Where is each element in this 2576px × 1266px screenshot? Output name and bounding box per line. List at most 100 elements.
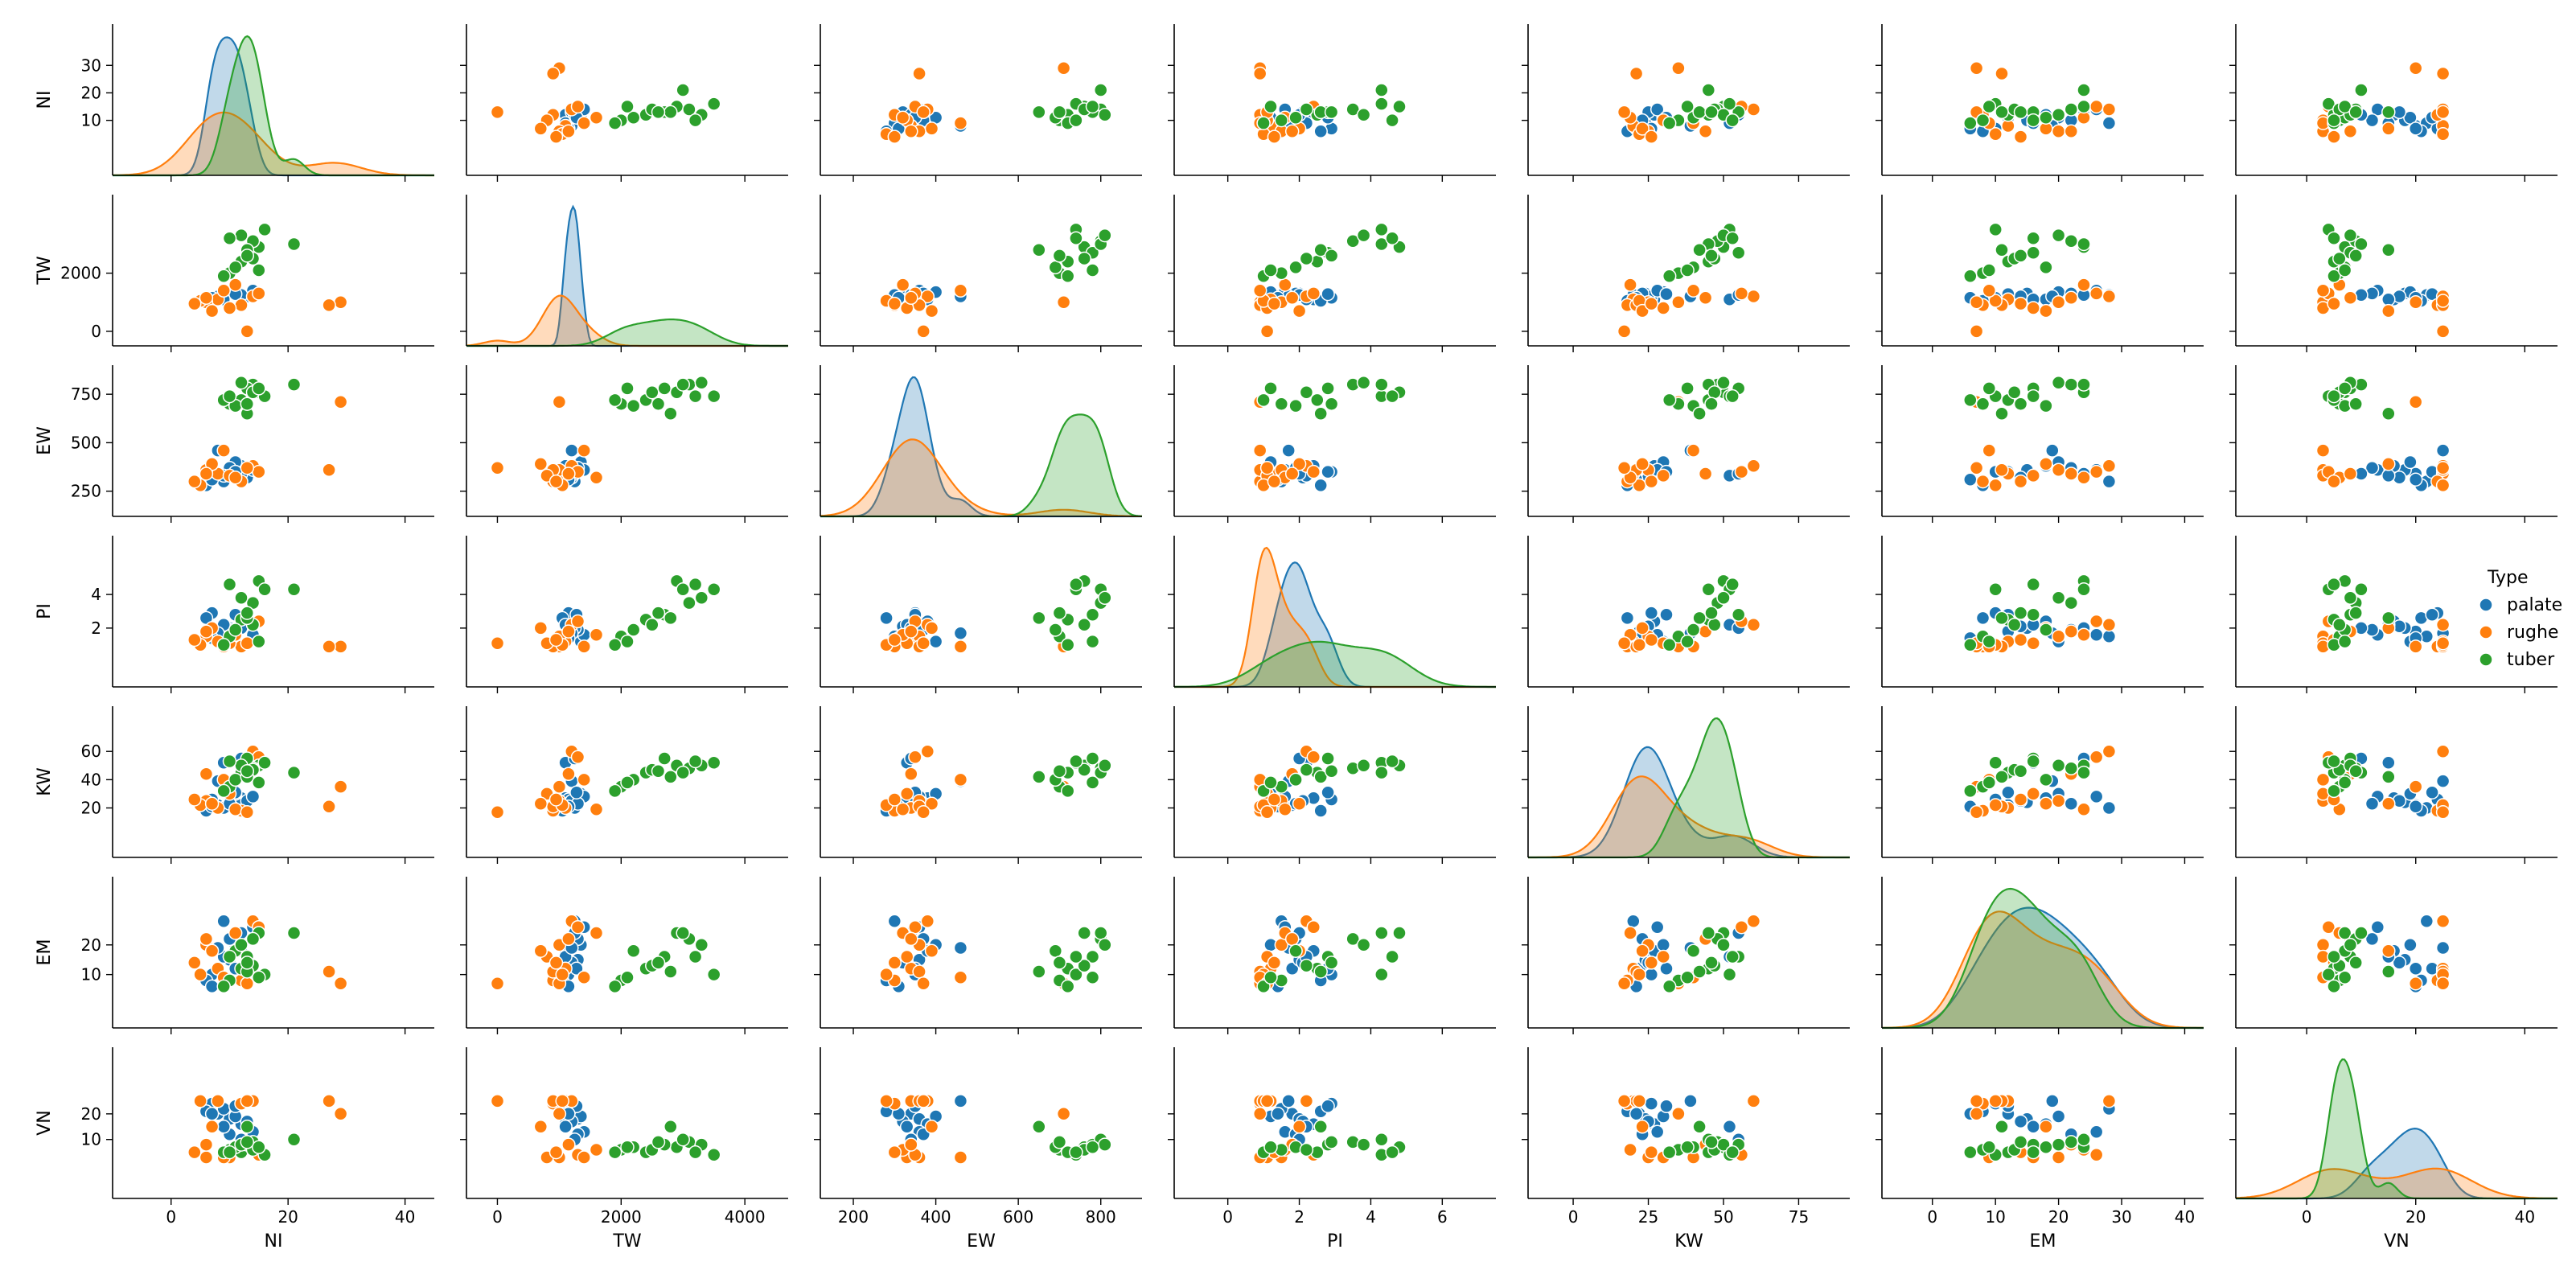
point-tuber [2348, 249, 2363, 263]
point-tuber [657, 751, 672, 766]
point-tuber [1982, 381, 1997, 396]
point-tuber [240, 956, 255, 970]
point-rughe [1995, 66, 2009, 81]
point-tuber [1324, 764, 1339, 779]
point-tuber [1356, 1137, 1371, 1152]
point-rughe [1617, 976, 1632, 991]
x-tick-label: 4000 [725, 1207, 766, 1227]
point-rughe [953, 772, 968, 787]
x-tick-label: 20 [2405, 1207, 2426, 1227]
point-rughe [199, 1137, 214, 1152]
point-rughe [577, 443, 591, 458]
point-rughe [912, 66, 926, 81]
x-tick-label: 25 [1638, 1207, 1658, 1227]
point-tuber [688, 388, 703, 404]
kde-line-rughe [820, 438, 1142, 517]
point-rughe [204, 943, 220, 958]
point-tuber [2381, 242, 2396, 257]
point-palate [1313, 478, 1328, 493]
point-tuber [1692, 406, 1707, 421]
point-rughe [187, 474, 202, 489]
point-tuber [607, 1145, 622, 1160]
point-palate [887, 914, 902, 929]
point-rughe [895, 110, 910, 125]
point-rughe [1644, 1145, 1659, 1160]
point-tuber [286, 1132, 302, 1147]
point-rughe [199, 624, 214, 639]
point-rughe [1284, 931, 1300, 947]
point-tuber [1069, 967, 1083, 982]
point-rughe [1623, 1142, 1637, 1157]
point-tuber [2381, 610, 2396, 626]
point-rughe [1632, 1094, 1647, 1108]
point-tuber [2007, 384, 2022, 400]
point-rughe [252, 464, 266, 479]
point-rughe [1278, 277, 1292, 292]
point-tuber [1680, 634, 1695, 649]
point-tuber [1704, 956, 1719, 970]
point-rughe [1299, 1094, 1314, 1108]
point-palate [1650, 919, 1665, 935]
legend-marker-tuber [2479, 652, 2493, 667]
point-rughe [577, 772, 591, 787]
point-tuber [1988, 755, 2003, 771]
point-rughe [2381, 796, 2396, 811]
point-tuber [2026, 577, 2040, 592]
point-tuber [2343, 590, 2358, 606]
point-tuber [1048, 623, 1063, 637]
point-palate [879, 610, 894, 626]
x-tick-label: 0 [1568, 1207, 1579, 1227]
point-palate [2101, 800, 2117, 816]
x-tick-label: 0 [1927, 1207, 1937, 1227]
point-tuber [2327, 979, 2341, 994]
point-rughe [577, 1150, 591, 1165]
point-rughe [204, 303, 220, 319]
point-rughe [899, 787, 914, 801]
point-tuber [2026, 754, 2040, 769]
panel-PI-vs-NI: 2 4 PI [35, 536, 434, 693]
point-rughe [2408, 779, 2423, 794]
point-palate [1656, 938, 1670, 952]
point-rughe [240, 324, 255, 339]
point-tuber [620, 1140, 635, 1155]
point-rughe [589, 926, 604, 940]
point-palate [2403, 454, 2418, 470]
point-rughe [1635, 1120, 1650, 1134]
point-palate [2101, 629, 2117, 644]
point-palate [2435, 940, 2451, 956]
point-rughe [187, 632, 202, 647]
point-rughe [887, 632, 902, 647]
panel-EW-vs-EW [814, 365, 1143, 523]
point-tuber [1085, 99, 1100, 114]
point-tuber [1963, 783, 1978, 799]
point-rughe [2026, 301, 2040, 315]
point-tuber [1995, 770, 2009, 784]
point-rughe [589, 471, 604, 485]
point-rughe [2408, 295, 2423, 310]
x-tick-label: 75 [1789, 1207, 1809, 1227]
point-tuber [2051, 1137, 2066, 1152]
point-rughe [555, 1094, 569, 1108]
point-rughe [1629, 66, 1644, 81]
point-tuber [2051, 590, 2066, 606]
point-palate [245, 789, 261, 804]
point-rughe [895, 277, 910, 292]
point-rughe [1617, 1094, 1632, 1108]
panel-NI-vs-EM [1876, 24, 2204, 182]
point-palate [204, 1107, 220, 1121]
y-tick-label: 2000 [60, 264, 101, 283]
legend-label-rughe: rughe [2507, 623, 2558, 643]
point-rughe [2089, 1148, 2104, 1162]
point-rughe [2051, 295, 2066, 310]
point-tuber [1707, 617, 1722, 632]
point-tuber [1662, 638, 1677, 652]
point-tuber [676, 582, 690, 597]
point-rughe [899, 949, 914, 964]
point-palate [2364, 796, 2380, 811]
kde-fill-tuber [113, 36, 434, 175]
point-tuber [2343, 938, 2358, 952]
point-rughe [953, 116, 968, 130]
point-tuber [1988, 222, 2003, 237]
point-tuber [1680, 263, 1695, 277]
point-tuber [1680, 970, 1695, 985]
